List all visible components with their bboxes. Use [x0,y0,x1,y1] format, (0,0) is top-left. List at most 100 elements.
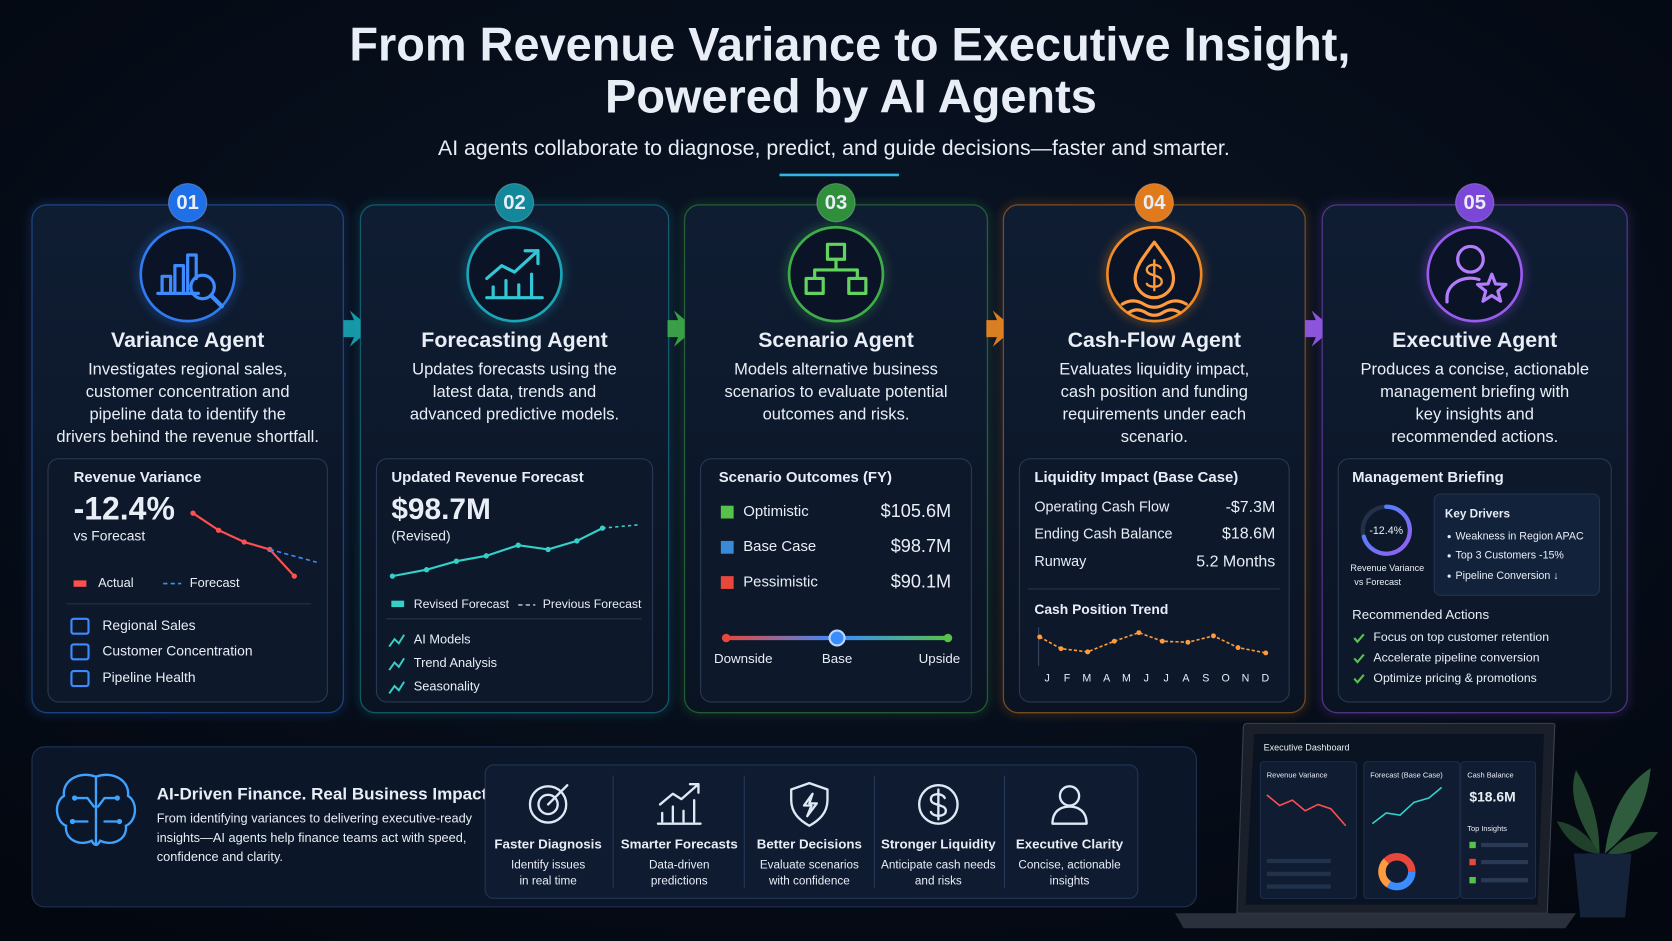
slider-end [943,633,953,643]
dashboard-title: Executive Dashboard [1264,742,1350,752]
month-label: M [1082,672,1091,684]
plant-leaf [1604,768,1651,854]
month-label: S [1202,672,1209,684]
month-label: F [1064,672,1071,684]
icon [1456,244,1485,274]
agent-panel [700,458,972,703]
month-label: J [1044,672,1049,684]
agent-description: drivers behind the revenue shortfall. [56,427,319,446]
cash-trend [1039,631,1266,654]
liquidity-value: 5.2 Months [1196,553,1275,570]
footer-description: confidence and clarity. [157,849,283,864]
insight-swatch [1469,876,1476,884]
legend-label: Forecast [190,575,240,590]
bullet [1447,535,1451,539]
step-badge [494,182,535,223]
step-number: 05 [1463,192,1486,214]
scenario-value: $98.7M [891,536,951,556]
sparkline-revised [392,527,603,578]
agent-name: Executive Agent [1392,328,1557,352]
agent-name: Variance Agent [111,328,264,352]
month-label: A [1182,672,1190,684]
subtitle: AI agents collaborate to diagnose, predi… [438,136,1230,160]
legend-label: Actual [98,575,134,590]
agent-description: scenario. [1121,427,1188,446]
icon [485,272,544,300]
action-item: Accelerate pipeline conversion [1373,651,1539,665]
check-icon [1353,653,1365,664]
agent-description: pipeline data to identify the [89,404,285,423]
list-icon [70,670,90,688]
plant-leaf [1573,770,1600,854]
kpi-caption: vs Forecast [74,527,146,543]
insight-swatch [1469,841,1476,849]
month-label: O [1221,672,1229,684]
insight-bar [1481,842,1529,848]
agent-description: Evaluates liquidity impact, [1059,360,1249,379]
scenario-value: $105.6M [881,501,952,521]
plant-leaf [1608,831,1659,854]
brain-node [71,795,78,801]
footer-description: From identifying variances to delivering… [157,811,473,826]
benefit-text: Data-driven [649,858,710,871]
benefit-icon [790,781,829,827]
sparkline-point [423,567,430,573]
list-item: Trend Analysis [414,655,497,670]
sparkline-point [389,573,396,579]
cash-trend-point [1111,638,1117,644]
dashboard-row [1266,871,1331,876]
list-icon [70,643,90,661]
month-label: D [1261,672,1269,684]
agent-name: Cash-Flow Agent [1068,328,1241,352]
sparkline-point [515,542,521,548]
benefit-title: Executive Clarity [1016,836,1124,851]
month-label: A [1103,672,1111,684]
brain-icon [55,773,137,847]
laptop-base [1175,913,1577,929]
benefit-title: Stronger Liquidity [881,836,996,851]
cash-trend-point [1159,638,1165,644]
dashboard-label: Revenue Variance [1267,771,1328,780]
list-item: Customer Concentration [102,643,252,659]
step-badge [1455,182,1495,223]
step-number: 02 [503,192,526,214]
icon-ring [1426,225,1523,323]
kpi-value: $98.7M [391,493,491,526]
drivers-box [1433,493,1601,596]
gauge-caption: vs Forecast [1354,577,1401,587]
agent-panel [375,458,654,703]
plant-leaf [1556,821,1600,854]
icon [1133,240,1176,300]
panel-title: Revenue Variance [74,469,202,486]
benefit-icon [1051,805,1088,825]
title-highlight: Powered by AI Agents [605,71,1097,123]
brain-node [116,818,123,825]
panel-title: Updated Revenue Forecast [391,469,583,486]
scenario-swatch [720,576,734,589]
icon-ring [787,225,885,323]
footer-title: AI-Driven Finance. Real Business Impact. [157,784,492,803]
benefit-icon [656,782,702,825]
action-item: Optimize pricing & promotions [1373,671,1536,685]
dashboard-label: Top Insights [1467,824,1507,833]
legend-swatch [73,580,87,587]
benefit-text: Evaluate scenarios [760,858,859,871]
scale-label: Base [822,651,852,666]
legend-label: Revised Forecast [414,597,510,611]
check-icon [1353,633,1365,644]
driver-item: Pipeline Conversion ↓ [1456,570,1559,582]
footer-description: insights—AI agents help finance teams ac… [157,830,467,845]
liquidity-label: Runway [1034,554,1087,570]
dashboard-label: Cash Balance [1467,771,1513,780]
dashboard-label: Forecast (Base Case) [1370,771,1443,780]
title: From Revenue Variance to Executive Insig… [349,18,1350,70]
icon [1120,299,1188,317]
list-icon [388,657,405,671]
step-number: 03 [825,192,848,214]
step-number: 01 [176,192,199,214]
benefit-text: in real time [519,874,576,887]
agent-description: outcomes and risks. [763,404,910,423]
benefits-box [484,764,1139,899]
benefit-icon [546,784,569,806]
benefit-icon [537,793,559,816]
